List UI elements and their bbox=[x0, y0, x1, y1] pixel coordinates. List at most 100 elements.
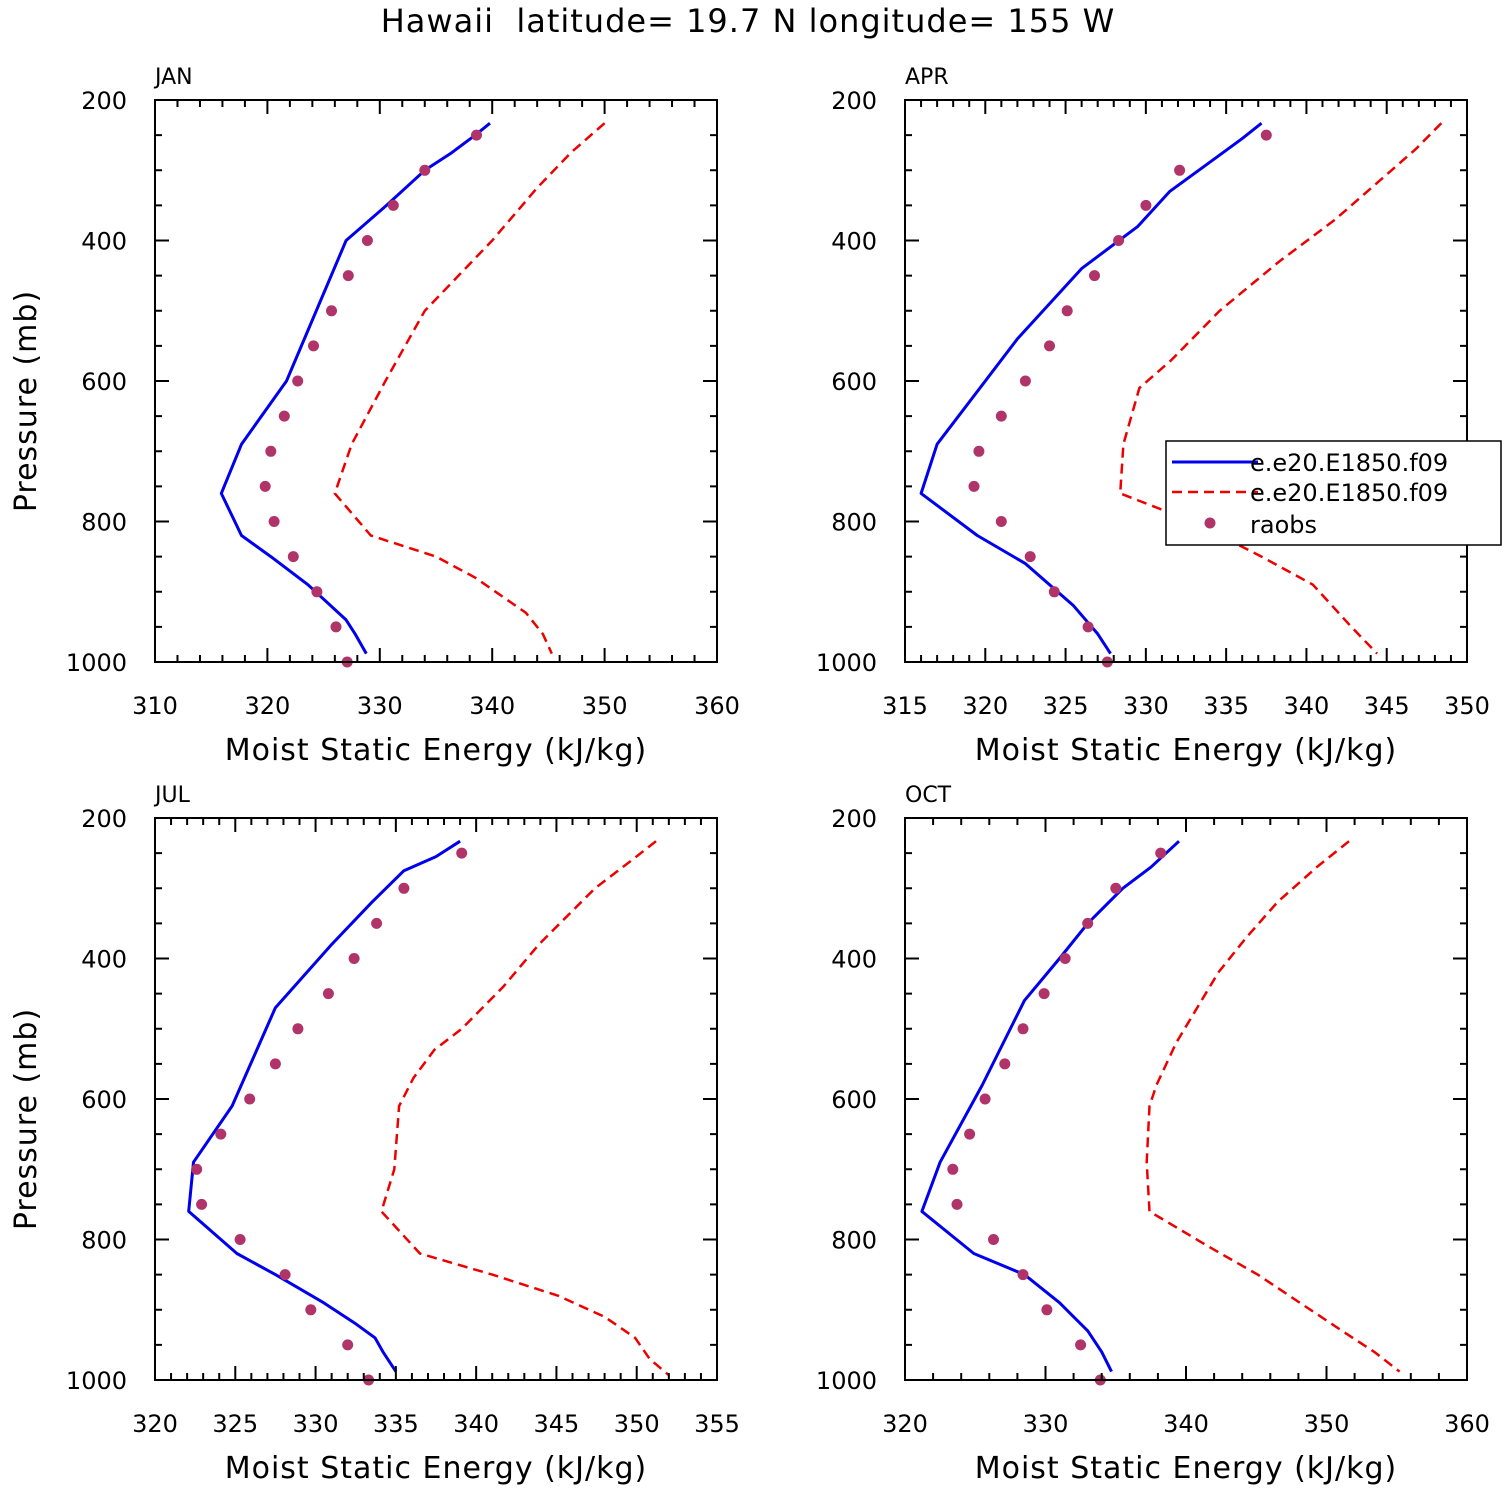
x-tick-label: 350 bbox=[1444, 692, 1490, 720]
raobs-point bbox=[308, 340, 319, 352]
y-tick-label: 800 bbox=[81, 509, 127, 537]
x-axis-title: Moist Static Energy (kJ/kg) bbox=[975, 1451, 1398, 1486]
x-tick-label: 360 bbox=[1444, 1410, 1490, 1438]
x-tick-label: 340 bbox=[1163, 1410, 1209, 1438]
x-tick-label: 350 bbox=[582, 692, 628, 720]
y-tick-label: 200 bbox=[81, 805, 127, 833]
raobs-point bbox=[1075, 1339, 1087, 1351]
raobs-point bbox=[259, 480, 271, 492]
raobs-point bbox=[1041, 1304, 1053, 1316]
x-tick-label: 340 bbox=[453, 1410, 499, 1438]
raobs-point bbox=[292, 375, 304, 387]
raobs-point bbox=[1017, 1023, 1029, 1035]
raobs-point bbox=[269, 1058, 281, 1070]
raobs-point bbox=[951, 1198, 963, 1210]
x-tick-label: 330 bbox=[293, 1410, 339, 1438]
figure-title: Hawaii latitude= 19.7 N longitude= 155 W bbox=[381, 2, 1116, 40]
raobs-point bbox=[947, 1163, 959, 1175]
raobs-point bbox=[234, 1234, 246, 1245]
x-tick-label: 320 bbox=[132, 1410, 178, 1438]
raobs-point bbox=[278, 410, 290, 422]
raobs-point bbox=[456, 847, 468, 859]
raobs-point bbox=[265, 445, 277, 457]
raobs-point bbox=[1048, 586, 1060, 598]
y-tick-label: 800 bbox=[831, 509, 877, 537]
raobs-point bbox=[1024, 551, 1036, 563]
x-tick-label: 330 bbox=[1023, 1410, 1069, 1438]
raobs-point bbox=[398, 882, 410, 894]
y-tick-label: 200 bbox=[81, 87, 127, 115]
panel-apr: APR 315 320 325 330 335 340 345 350 200 400 600 800 1… bbox=[816, 65, 1490, 768]
x-tick-label: 330 bbox=[357, 692, 403, 720]
series-line-model-a bbox=[920, 840, 1181, 1373]
series-line-model-a bbox=[919, 122, 1263, 655]
raobs-point bbox=[999, 1058, 1011, 1070]
raobs-point bbox=[1082, 917, 1094, 929]
x-tick-label: 355 bbox=[694, 1410, 740, 1438]
x-axis-title: Moist Static Energy (kJ/kg) bbox=[225, 1451, 648, 1486]
raobs-point bbox=[995, 516, 1007, 527]
raobs-point bbox=[1059, 953, 1071, 964]
raobs-point bbox=[326, 305, 337, 317]
panel-title: JAN bbox=[153, 65, 193, 90]
legend-label-model-b: e.e20.E1850.f09 bbox=[1250, 479, 1448, 507]
x-tick-label: 340 bbox=[1284, 692, 1330, 720]
raobs-point bbox=[964, 1128, 976, 1140]
raobs-point bbox=[268, 516, 280, 527]
raobs-point bbox=[471, 129, 482, 141]
legend: e.e20.E1850.f09 e.e20.E1850.f09 raobs bbox=[1165, 440, 1502, 546]
raobs-point bbox=[305, 1304, 317, 1316]
y-axis-title: Pressure (mb) bbox=[9, 290, 44, 512]
x-tick-label: 330 bbox=[1123, 692, 1169, 720]
raobs-point bbox=[292, 1023, 304, 1035]
x-tick-label: 310 bbox=[132, 692, 178, 720]
y-tick-label: 400 bbox=[831, 946, 877, 974]
x-tick-label: 320 bbox=[882, 1410, 928, 1438]
x-tick-label: 320 bbox=[244, 692, 290, 720]
raobs-point bbox=[191, 1163, 203, 1175]
y-tick-label: 400 bbox=[81, 228, 127, 256]
raobs-point bbox=[995, 410, 1007, 422]
x-tick-label: 350 bbox=[614, 1410, 660, 1438]
series-line-model-a bbox=[187, 839, 461, 1373]
legend-label-model-a: e.e20.E1850.f09 bbox=[1250, 449, 1448, 477]
raobs-point bbox=[1174, 164, 1186, 176]
x-tick-label: 315 bbox=[882, 692, 928, 720]
x-tick-label: 335 bbox=[1203, 692, 1249, 720]
panel-jan: JAN 310 320 330 340 350 360 200 400 600 800 1000 Moi… bbox=[9, 65, 740, 768]
raobs-point bbox=[361, 235, 373, 246]
series-line-model-b bbox=[1118, 122, 1443, 655]
raobs-point bbox=[348, 953, 360, 964]
series-line-model-a bbox=[219, 122, 491, 655]
y-tick-label: 1000 bbox=[66, 1367, 127, 1395]
y-axis-title: Pressure (mb) bbox=[9, 1008, 44, 1230]
x-tick-label: 335 bbox=[373, 1410, 419, 1438]
x-axis-title: Moist Static Energy (kJ/kg) bbox=[975, 733, 1398, 768]
raobs-point bbox=[342, 1339, 354, 1351]
x-tick-label: 320 bbox=[962, 692, 1008, 720]
series-line-model-b bbox=[333, 122, 606, 655]
raobs-point bbox=[419, 164, 431, 176]
plot-frame bbox=[154, 817, 718, 1381]
raobs-point bbox=[1260, 129, 1272, 141]
y-tick-label: 200 bbox=[831, 805, 877, 833]
raobs-point bbox=[988, 1234, 999, 1245]
series-line-model-b bbox=[380, 840, 670, 1377]
raobs-point bbox=[1061, 305, 1073, 317]
x-tick-label: 350 bbox=[1304, 1410, 1350, 1438]
raobs-point bbox=[1038, 988, 1050, 1000]
panel-oct: OCT 320 330 340 350 360 200 400 600 800 1000 Moist … bbox=[816, 783, 1490, 1486]
panel-title: OCT bbox=[905, 783, 952, 808]
plot-frame bbox=[904, 99, 1468, 663]
raobs-point bbox=[342, 270, 354, 282]
y-tick-label: 200 bbox=[831, 87, 877, 115]
y-tick-label: 600 bbox=[831, 1086, 877, 1114]
x-tick-label: 345 bbox=[534, 1410, 580, 1438]
y-tick-label: 1000 bbox=[66, 649, 127, 677]
plot-frame bbox=[154, 99, 718, 663]
raobs-point bbox=[196, 1198, 208, 1210]
raobs-point bbox=[1140, 199, 1152, 211]
raobs-point bbox=[215, 1128, 227, 1140]
x-tick-label: 345 bbox=[1364, 692, 1410, 720]
